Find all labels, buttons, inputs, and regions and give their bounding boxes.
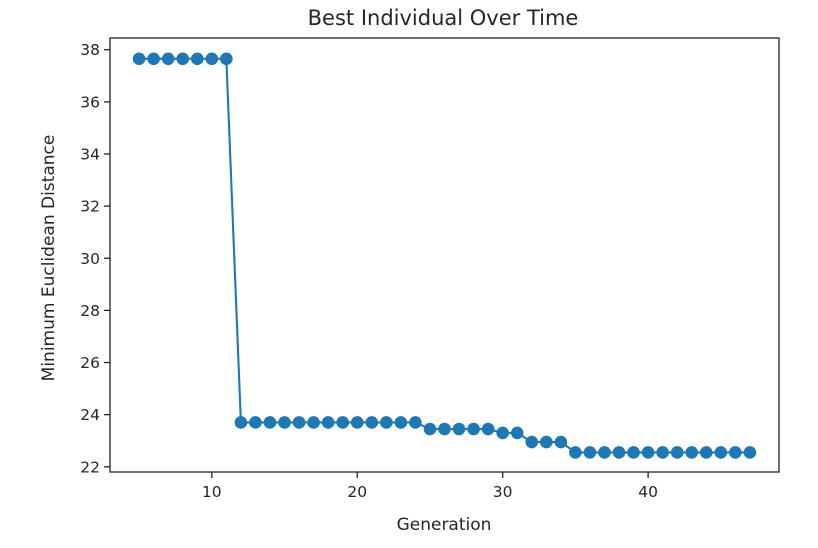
data-point [234,416,248,429]
data-point [438,422,451,436]
data-point [452,422,466,436]
data-point [220,52,233,66]
data-point [350,416,364,429]
x-tick-label: 20 [347,483,367,501]
chart-title: Best Individual Over Time [308,6,579,30]
data-point [685,446,699,459]
data-point [132,52,146,66]
data-point [394,416,408,429]
data-point [336,416,350,429]
data-point [365,416,379,429]
data-point [190,52,204,66]
x-axis: 10 20 30 40 [202,472,658,501]
data-point [249,416,262,429]
data-point [656,446,669,459]
data-point [729,446,742,459]
data-point [554,435,568,449]
data-point [321,416,335,429]
data-point [263,416,277,429]
y-tick-label: 38 [80,41,100,59]
x-tick-label: 40 [638,483,658,501]
plot-area [109,37,780,473]
data-point [307,416,320,429]
data-point [627,446,640,459]
x-tick-label: 10 [202,483,222,501]
y-axis-label: Minimum Euclidean Distance [39,135,59,382]
y-tick-label: 28 [80,302,100,320]
data-point [161,52,175,66]
data-point [409,416,422,429]
y-tick-label: 32 [80,198,100,216]
data-point [525,435,539,449]
y-tick-label: 34 [80,145,100,163]
y-tick-label: 24 [80,406,100,424]
data-point [670,446,684,459]
y-tick-label: 22 [80,458,100,476]
data-point [467,422,480,436]
data-point [176,52,190,66]
data-point [540,435,553,449]
y-tick-label: 36 [80,93,100,111]
data-point [583,446,597,459]
data-point [278,416,291,429]
data-point [641,446,655,459]
data-point [423,422,437,436]
data-point [292,416,306,429]
y-tick-label: 30 [80,250,100,268]
data-point [510,426,524,440]
data-point [598,446,611,459]
data-point [569,446,582,459]
data-point [147,52,160,66]
data-point [612,446,626,459]
series-line [139,57,750,454]
y-axis: 22 24 26 28 30 32 34 36 38 [80,41,110,476]
data-point [699,446,713,459]
data-point [380,416,393,429]
series-layer [132,52,757,459]
data-point [205,52,219,66]
data-point [714,446,728,459]
x-tick-label: 30 [493,483,513,501]
x-axis-label: Generation [397,515,492,535]
data-point [481,422,495,436]
data-point [743,446,757,459]
y-tick-label: 26 [80,354,100,372]
data-point [496,426,509,440]
axes-frame [109,37,780,473]
